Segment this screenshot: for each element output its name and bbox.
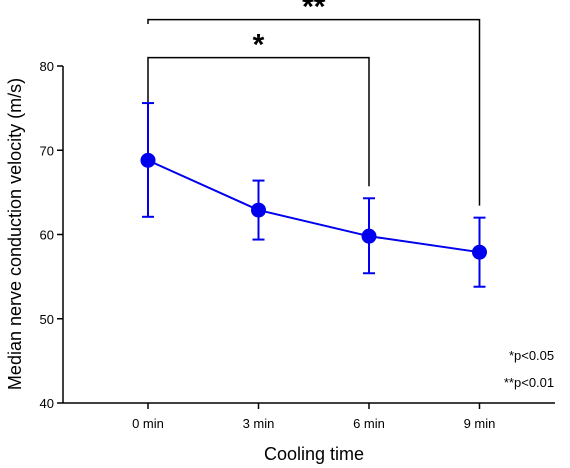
y-tick-label: 70 xyxy=(40,143,54,158)
legend-label: p<0.05 xyxy=(514,348,554,363)
x-tick-label: 6 min xyxy=(353,416,385,431)
x-ticks: 0 min 3 min 6 min 9 min xyxy=(132,403,495,431)
x-tick-label: 3 min xyxy=(243,416,275,431)
x-tick-label: 0 min xyxy=(132,416,164,431)
significance-label: * xyxy=(253,29,265,62)
data-series xyxy=(140,152,487,260)
legend-item-p005: * p<0.05 xyxy=(509,348,554,363)
legend: * p<0.05 ** p<0.01 xyxy=(504,348,554,390)
y-tick-label: 40 xyxy=(40,396,54,411)
y-ticks: 40 50 60 70 80 xyxy=(40,59,63,411)
series-line xyxy=(147,159,480,254)
legend-symbol: ** xyxy=(504,375,514,390)
axes xyxy=(62,66,555,404)
legend-symbol: * xyxy=(509,348,514,363)
y-tick-label: 50 xyxy=(40,312,54,327)
significance-brackets: *** xyxy=(147,0,481,206)
significance-bracket xyxy=(147,18,481,206)
data-point xyxy=(251,202,266,218)
significance-bracket xyxy=(147,56,370,187)
legend-item-p001: ** p<0.01 xyxy=(504,375,554,390)
error-bars xyxy=(142,102,486,288)
data-point xyxy=(472,244,487,260)
data-point xyxy=(140,152,156,168)
x-tick-label: 9 min xyxy=(464,416,496,431)
y-tick-label: 60 xyxy=(40,228,54,243)
y-axis-title: Median nerve conduction velocity (m/s) xyxy=(5,78,25,390)
significance-label: ** xyxy=(302,0,326,24)
legend-label: p<0.01 xyxy=(514,375,554,390)
data-point xyxy=(361,228,377,244)
y-tick-label: 80 xyxy=(40,59,54,74)
x-axis-title: Cooling time xyxy=(264,444,364,464)
